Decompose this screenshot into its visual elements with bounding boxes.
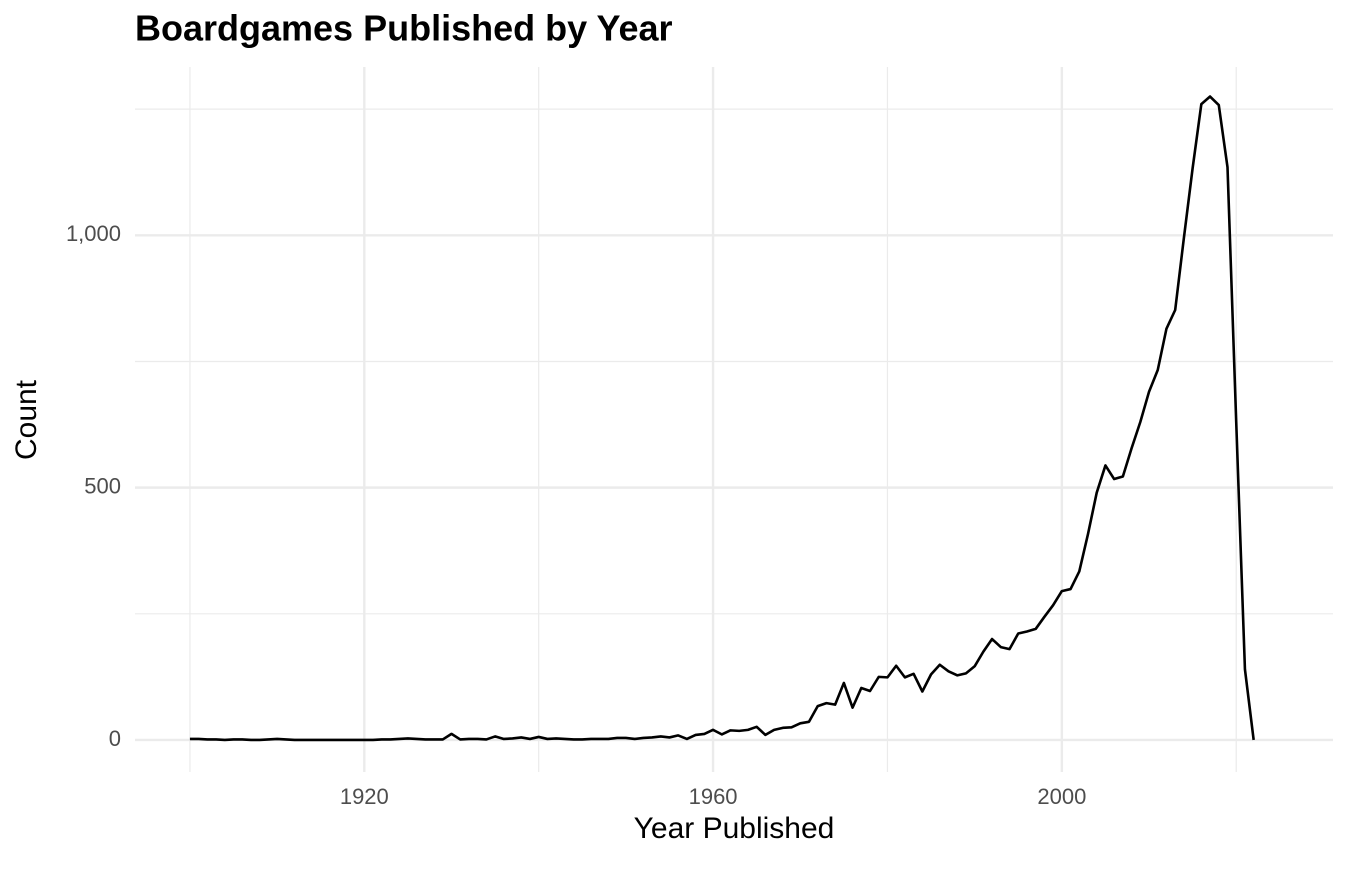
- chart-title: Boardgames Published by Year: [135, 8, 673, 49]
- y-tick-label: 500: [84, 473, 121, 498]
- y-axis-title: Count: [10, 379, 43, 460]
- data-line: [189, 95, 1255, 742]
- x-tick-label: 2000: [1037, 784, 1086, 809]
- y-tick-label: 0: [109, 726, 121, 751]
- y-tick-label: 1,000: [66, 221, 121, 246]
- x-tick-label: 1960: [689, 784, 738, 809]
- x-tick-label: 1920: [340, 784, 389, 809]
- x-axis-title: Year Published: [634, 812, 835, 845]
